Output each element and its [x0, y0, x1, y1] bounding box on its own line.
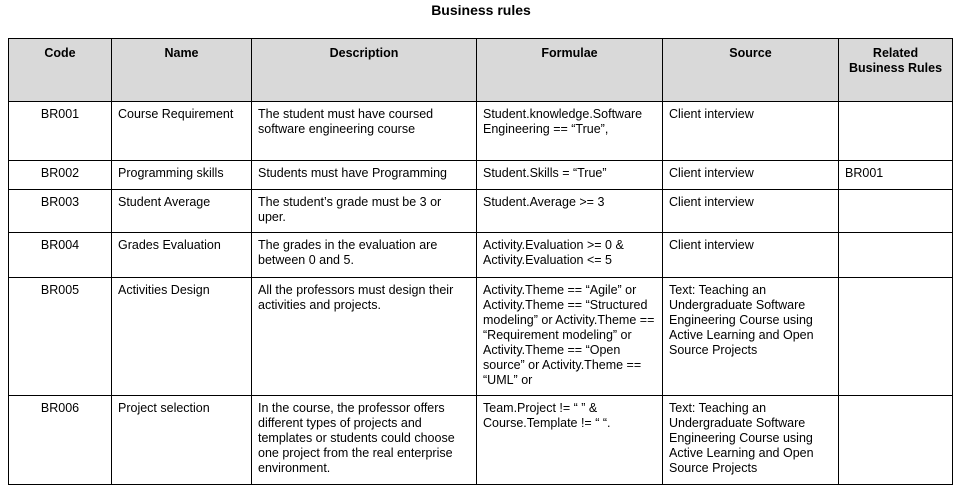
- column-header-related-business-rules: Related Business Rules: [838, 38, 953, 102]
- table-row: BR003 Student Average The student’s grad…: [8, 189, 953, 233]
- cell-code: BR002: [8, 160, 112, 190]
- cell-code: BR006: [8, 395, 112, 485]
- cell-source: Client interview: [662, 189, 839, 233]
- cell-formulae: Activity.Theme == “Agile” or Activity.Th…: [476, 277, 663, 396]
- cell-related: [838, 101, 953, 161]
- cell-formulae: Student.Average >= 3: [476, 189, 663, 233]
- cell-source: Text: Teaching an Undergraduate Software…: [662, 395, 839, 485]
- table-row: BR002 Programming skills Students must h…: [8, 160, 953, 190]
- column-header-description: Description: [251, 38, 477, 102]
- cell-description: The student’s grade must be 3 or uper.: [251, 189, 477, 233]
- cell-related: [838, 189, 953, 233]
- cell-source: Client interview: [662, 160, 839, 190]
- cell-code: BR004: [8, 232, 112, 278]
- cell-name: Student Average: [111, 189, 252, 233]
- cell-description: In the course, the professor offers diff…: [251, 395, 477, 485]
- business-rules-table: Code Name Description Formulae Source Re…: [8, 38, 953, 485]
- table-row: BR001 Course Requirement The student mus…: [8, 101, 953, 161]
- cell-formulae: Student.Skills = “True”: [476, 160, 663, 190]
- cell-related: [838, 395, 953, 485]
- cell-name: Activities Design: [111, 277, 252, 396]
- cell-name: Grades Evaluation: [111, 232, 252, 278]
- column-header-name: Name: [111, 38, 252, 102]
- table-row: BR006 Project selection In the course, t…: [8, 395, 953, 485]
- cell-name: Project selection: [111, 395, 252, 485]
- column-header-source: Source: [662, 38, 839, 102]
- document-title: Business rules: [431, 2, 531, 18]
- cell-source: Client interview: [662, 232, 839, 278]
- column-header-formulae: Formulae: [476, 38, 663, 102]
- cell-related: BR001: [838, 160, 953, 190]
- cell-source: Client interview: [662, 101, 839, 161]
- cell-formulae: Student.knowledge.Software Engineering =…: [476, 101, 663, 161]
- table-row: BR005 Activities Design All the professo…: [8, 277, 953, 396]
- cell-description: The student must have coursed software e…: [251, 101, 477, 161]
- cell-code: BR005: [8, 277, 112, 396]
- cell-code: BR003: [8, 189, 112, 233]
- cell-name: Course Requirement: [111, 101, 252, 161]
- cell-formulae: Activity.Evaluation >= 0 & Activity.Eval…: [476, 232, 663, 278]
- cell-description: Students must have Programming: [251, 160, 477, 190]
- cell-description: All the professors must design their act…: [251, 277, 477, 396]
- cell-source: Text: Teaching an Undergraduate Software…: [662, 277, 839, 396]
- cell-related: [838, 232, 953, 278]
- table-header-row: Code Name Description Formulae Source Re…: [8, 38, 953, 102]
- cell-related: [838, 277, 953, 396]
- table-row: BR004 Grades Evaluation The grades in th…: [8, 232, 953, 278]
- cell-code: BR001: [8, 101, 112, 161]
- column-header-code: Code: [8, 38, 112, 102]
- cell-description: The grades in the evaluation are between…: [251, 232, 477, 278]
- cell-name: Programming skills: [111, 160, 252, 190]
- cell-formulae: Team.Project != “ ” & Course.Template !=…: [476, 395, 663, 485]
